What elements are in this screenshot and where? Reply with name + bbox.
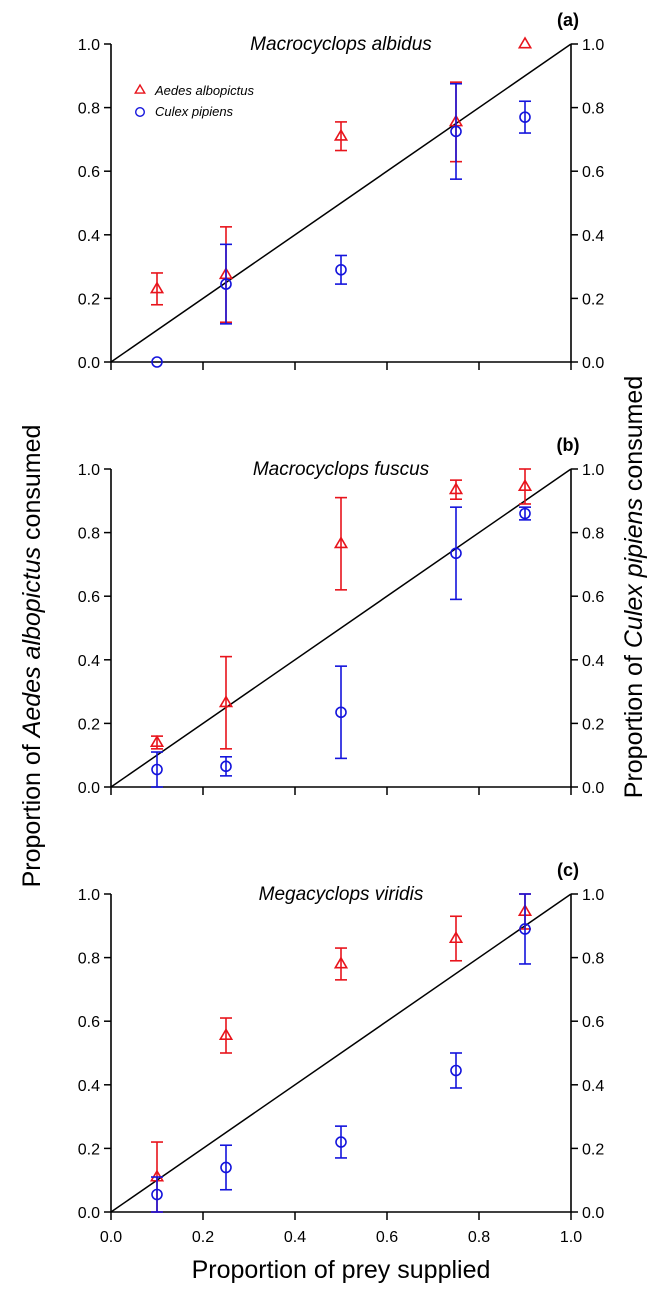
right-y-tick-label: 0.0 bbox=[582, 780, 604, 797]
left-y-tick-label: 0.2 bbox=[78, 1141, 100, 1158]
panel-label: (a) bbox=[557, 10, 579, 30]
data-point-triangle bbox=[448, 482, 464, 495]
left-y-tick-label: 0.0 bbox=[78, 780, 100, 797]
left-y-tick-label: 0.4 bbox=[78, 1078, 100, 1095]
x-tick-label: 0.0 bbox=[100, 1229, 122, 1246]
data-point-circle bbox=[151, 763, 163, 776]
panel-label: (c) bbox=[557, 860, 579, 880]
series-aedes bbox=[149, 468, 533, 750]
right-y-axis-title: Proportion of Culex pipiens consumed bbox=[620, 376, 648, 798]
data-point-triangle bbox=[149, 734, 165, 748]
right-y-tick-label: 0.8 bbox=[582, 526, 604, 543]
data-point-circle bbox=[151, 356, 163, 368]
data-point-triangle bbox=[517, 36, 533, 49]
legend-triangle-marker bbox=[134, 83, 146, 94]
data-point-triangle bbox=[333, 536, 349, 549]
data-point-circle bbox=[450, 1064, 462, 1077]
series-culex bbox=[151, 82, 531, 368]
data-point-circle bbox=[519, 923, 531, 935]
left-y-tick-label: 0.8 bbox=[78, 951, 100, 968]
data-point-circle bbox=[450, 125, 462, 138]
series-culex bbox=[151, 893, 531, 1213]
legend-label-aedes: Aedes albopictus bbox=[154, 83, 255, 98]
right-y-tick-label: 0.4 bbox=[582, 228, 604, 245]
right-y-tick-label: 0.0 bbox=[582, 1205, 604, 1222]
data-point-triangle bbox=[149, 281, 165, 294]
left-y-tick-label: 0.6 bbox=[78, 1014, 100, 1031]
data-point-triangle bbox=[333, 128, 349, 141]
left-y-tick-label: 0.8 bbox=[78, 101, 100, 118]
data-point-triangle bbox=[218, 695, 234, 708]
data-point-circle bbox=[519, 111, 531, 123]
right-y-tick-label: 0.4 bbox=[582, 653, 604, 670]
right-y-tick-label: 0.2 bbox=[582, 716, 604, 733]
panels: 0.0 0.00.2 0.20.4 0.40.6 0.60.8 0.81.0 1.0Macr… bbox=[78, 10, 605, 1246]
data-point-triangle bbox=[333, 956, 349, 969]
left-y-tick-label: 0.4 bbox=[78, 228, 100, 245]
reference-line bbox=[110, 43, 572, 363]
left-y-tick-label: 1.0 bbox=[78, 37, 100, 54]
panel-3: 0.0 0.00.2 0.20.4 0.40.6 0.60.8 0.81.0 1.00.0 0… bbox=[78, 860, 605, 1246]
left-y-tick-label: 0.2 bbox=[78, 716, 100, 733]
reference-line bbox=[110, 893, 572, 1213]
data-point-circle bbox=[220, 760, 232, 773]
right-y-tick-label: 0.2 bbox=[582, 1141, 604, 1158]
right-y-tick-label: 0.0 bbox=[582, 355, 604, 372]
panel-title: Macrocyclops fuscus bbox=[253, 459, 430, 480]
data-point-circle bbox=[450, 547, 462, 560]
right-y-tick-label: 0.2 bbox=[582, 291, 604, 308]
right-y-tick-label: 1.0 bbox=[582, 37, 604, 54]
x-tick-label: 0.6 bbox=[376, 1229, 398, 1246]
panel-1: 0.0 0.0 0.2 0.2 0.4 0.4 0.6 0.6 0.8 0.8 1.0 1.0 Macr… bbox=[78, 10, 605, 372]
right-y-tick-label: 1.0 bbox=[582, 887, 604, 904]
left-y-axis-title: Proportion of Aedes albopictus consumed bbox=[18, 425, 46, 888]
right-y-tick-label: 1.0 bbox=[582, 462, 604, 479]
left-y-tick-label: 0.6 bbox=[78, 589, 100, 606]
left-y-tick-label: 0.0 bbox=[78, 355, 100, 372]
legend-label-culex: Culex pipiens bbox=[155, 104, 234, 119]
left-y-tick-label: 0.2 bbox=[78, 291, 100, 308]
right-y-tick-label: 0.6 bbox=[582, 589, 604, 606]
right-y-tick-label: 0.8 bbox=[582, 101, 604, 118]
data-point-circle bbox=[519, 507, 531, 520]
reference-line bbox=[110, 468, 572, 788]
data-point-triangle bbox=[448, 930, 464, 944]
data-point-circle bbox=[335, 1136, 347, 1148]
series-culex bbox=[151, 506, 531, 788]
x-tick-label: 0.8 bbox=[468, 1229, 490, 1246]
left-y-tick-label: 0.0 bbox=[78, 1205, 100, 1222]
x-axis-title: Proportion of prey supplied bbox=[192, 1256, 491, 1284]
legend-circle-marker bbox=[134, 106, 145, 117]
panel-title: Megacyclops viridis bbox=[259, 884, 424, 905]
data-point-circle bbox=[335, 706, 347, 719]
left-y-tick-label: 0.6 bbox=[78, 164, 100, 181]
right-y-tick-label: 0.4 bbox=[582, 1078, 604, 1095]
panel-title: Macrocyclops albidus bbox=[250, 34, 432, 55]
x-tick-label: 1.0 bbox=[560, 1229, 582, 1246]
left-y-tick-label: 0.8 bbox=[78, 526, 100, 543]
data-point-triangle bbox=[517, 478, 533, 492]
right-y-tick-label: 0.8 bbox=[582, 951, 604, 968]
data-point-circle bbox=[151, 1188, 163, 1201]
panel-label: (b) bbox=[557, 435, 580, 455]
left-y-tick-label: 0.4 bbox=[78, 653, 100, 670]
legend: Aedes albopictus Culex pipiens bbox=[134, 83, 255, 119]
right-y-tick-label: 0.6 bbox=[582, 1014, 604, 1031]
data-point-circle bbox=[335, 263, 347, 276]
right-y-tick-label: 0.6 bbox=[582, 164, 604, 181]
x-tick-label: 0.4 bbox=[284, 1229, 306, 1246]
data-point-circle bbox=[220, 1161, 232, 1174]
data-point-circle bbox=[220, 278, 232, 290]
panel-2: 0.0 0.0 0.2 0.2 0.4 0.4 0.6 0.6 0.8 0.8 1.0 1.0 Macr… bbox=[78, 435, 605, 797]
left-y-tick-label: 1.0 bbox=[78, 887, 100, 904]
x-tick-label: 0.2 bbox=[192, 1229, 214, 1246]
data-point-triangle bbox=[218, 1027, 234, 1041]
left-y-tick-label: 1.0 bbox=[78, 462, 100, 479]
